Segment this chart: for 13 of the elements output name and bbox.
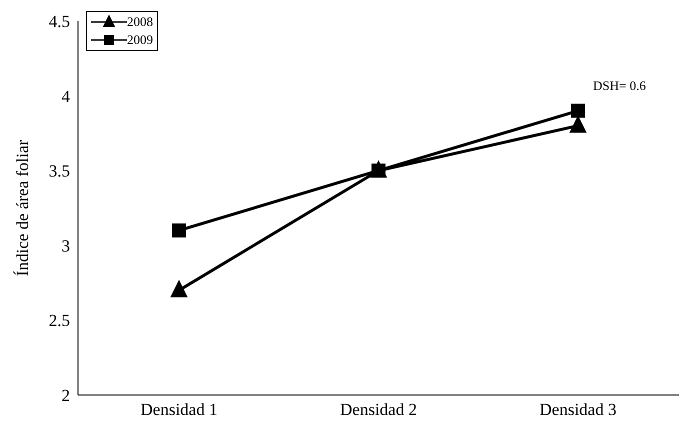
x-tick-label: Densidad 1 (140, 400, 218, 420)
y-tick-label: 3 (62, 236, 70, 256)
y-tick-label: 3.5 (48, 162, 70, 181)
legend-label: 2009 (127, 32, 153, 48)
x-tick-label: Densidad 2 (340, 400, 417, 420)
y-tick-label: 2 (62, 386, 70, 406)
y-tick-label: 4 (62, 86, 70, 106)
y-tick-label: 4.5 (48, 12, 70, 32)
y-tick-label: 2.5 (48, 311, 70, 330)
annotation: DSH= 0.6 (593, 78, 646, 94)
y-axis-title: Índice de área foliar (13, 139, 32, 276)
x-tick-label: Densidad 3 (540, 400, 616, 420)
legend-label: 2008 (127, 14, 153, 30)
